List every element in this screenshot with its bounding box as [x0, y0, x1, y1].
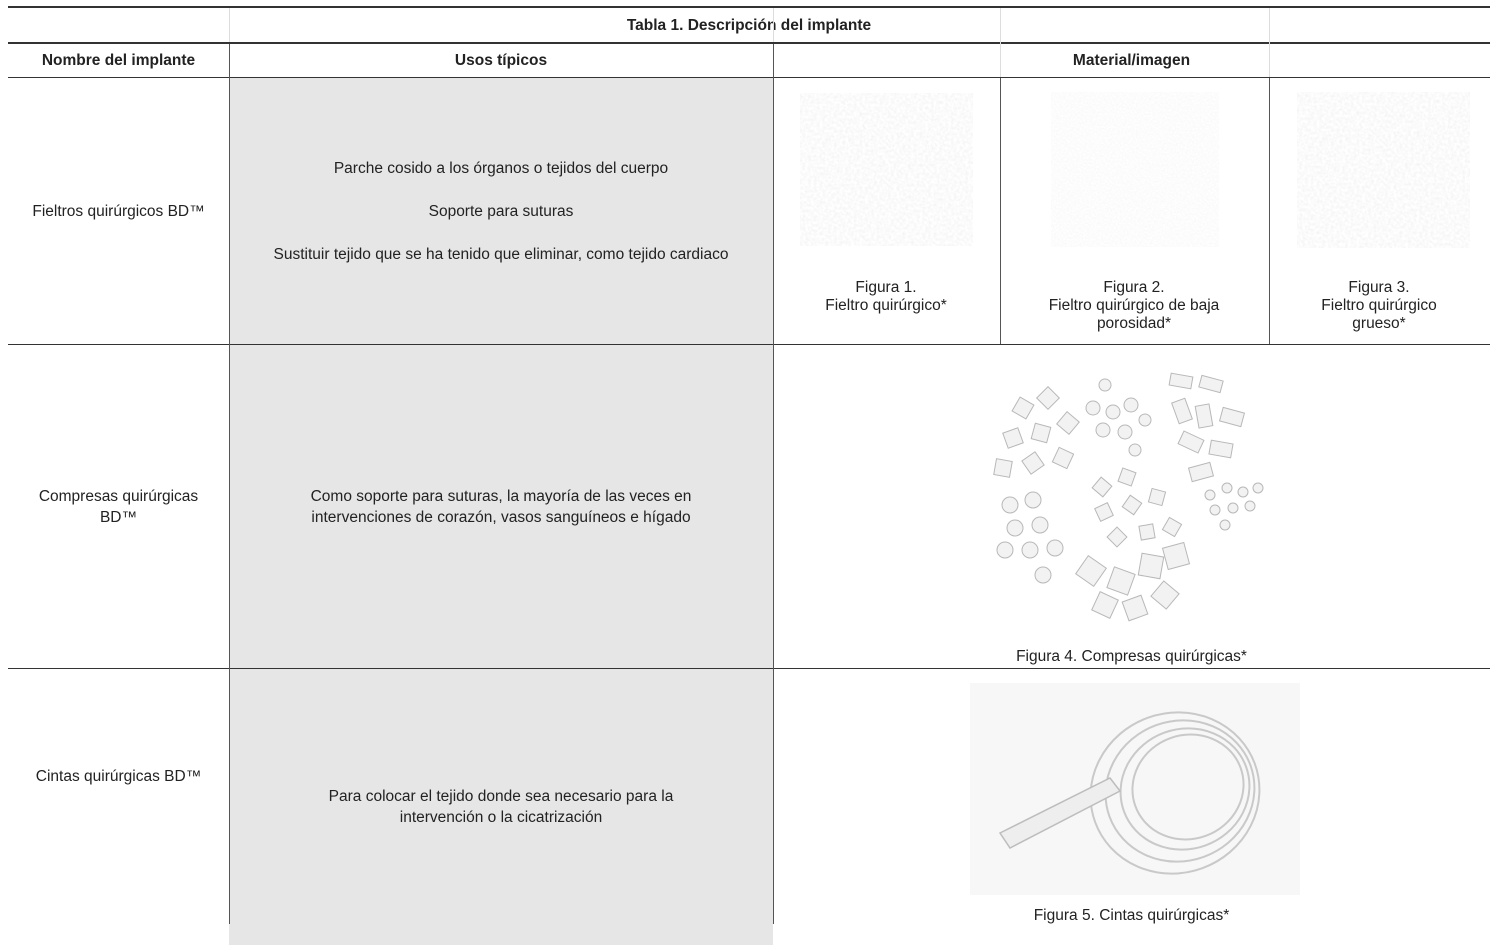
figure-caption: Figura 1. Fieltro quirúrgico*	[786, 279, 986, 315]
figure-caption: Figura 3. Fieltro quirúrgico grueso*	[1299, 279, 1459, 333]
texture	[1051, 92, 1219, 247]
column-rule	[773, 8, 774, 42]
use-text: Soporte para suturas	[428, 202, 574, 220]
figure-text: Fieltro quirúrgico de baja porosidad*	[1048, 297, 1220, 332]
figure-caption: Figura 5. Cintas quirúrgicas*	[1033, 907, 1230, 924]
figure-number: Figura 3.	[1348, 279, 1410, 296]
felt-image	[1297, 92, 1470, 248]
rule	[8, 6, 1490, 8]
column-rule	[229, 44, 230, 924]
figure-number: Figura 2.	[1103, 279, 1165, 296]
tape-coil	[1089, 711, 1261, 875]
pledgets	[993, 372, 1264, 622]
column-rule	[229, 8, 230, 42]
table-title: Tabla 1. Descripción del implante	[626, 17, 872, 34]
column-rule	[1269, 8, 1270, 77]
figure-number: Figura 1.	[855, 279, 917, 296]
header-cell: Material/imagen	[1072, 52, 1191, 69]
use-text: Parche cosido a los órganos o tejidos de…	[333, 159, 669, 177]
texture	[800, 93, 973, 246]
header-cell: Nombre del implante	[41, 52, 196, 69]
uses-cell: Como soporte para suturas, la mayoría de…	[229, 345, 773, 668]
rule	[8, 42, 1490, 44]
use-text: Como soporte para suturas, la mayoría de…	[310, 487, 692, 526]
figure-text: Fieltro quirúrgico*	[825, 297, 947, 314]
header-cell: Usos típicos	[454, 52, 548, 69]
felt-image	[1051, 92, 1219, 247]
rule	[8, 77, 1490, 78]
figure-text: Fieltro quirúrgico grueso*	[1321, 297, 1437, 332]
pledgets-image	[993, 372, 1264, 622]
implant-name: Compresas quirúrgicas BD™	[38, 487, 199, 526]
column-rule	[1269, 78, 1270, 344]
page: Tabla 1. Descripción del implante Nombre…	[8, 6, 1490, 945]
column-rule	[773, 44, 774, 924]
column-rule	[1000, 78, 1001, 344]
implant-name: Fieltros quirúrgicos BD™	[32, 202, 205, 220]
texture	[1297, 92, 1470, 248]
figure-caption: Figura 4. Compresas quirúrgicas*	[1016, 648, 1247, 665]
use-text: Para colocar el tejido donde sea necesar…	[328, 788, 674, 826]
implant-name: Cintas quirúrgicas BD™	[35, 767, 202, 785]
tape-image	[970, 683, 1300, 895]
uses-cell: Para colocar el tejido donde sea necesar…	[229, 669, 773, 945]
rule	[8, 668, 1490, 669]
felt-image	[800, 93, 973, 246]
image-bg	[970, 683, 1300, 895]
tape-end	[998, 777, 1122, 849]
figure-caption: Figura 2. Fieltro quirúrgico de baja por…	[1024, 279, 1244, 333]
column-rule	[1000, 8, 1001, 77]
rule	[8, 344, 1490, 345]
uses-cell: Parche cosido a los órganos o tejidos de…	[229, 78, 773, 344]
use-text: Sustituir tejido que se ha tenido que el…	[273, 245, 729, 263]
